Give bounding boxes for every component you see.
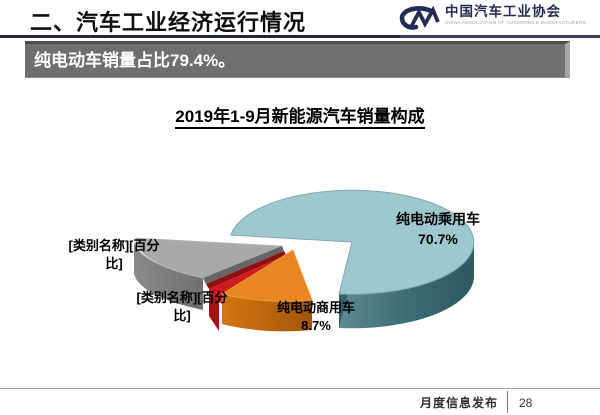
chart-title-wrap: 2019年1-9月新能源汽车销量构成 — [0, 102, 600, 129]
label-placeholder-bottom-line1: [类别名称][百分 — [136, 290, 228, 305]
label-passenger-name: 纯电动乘用车 — [396, 211, 480, 227]
caam-logo-text: 中国汽车工业协会 CHINA ASSOCIATION OF AUTOMOBILE… — [445, 4, 586, 26]
footer-label: 月度信息发布 — [420, 396, 499, 410]
key-message-banner: 纯电动车销量占比79.4%。 — [25, 41, 570, 78]
label-commercial-name: 纯电动商用车 — [276, 300, 355, 315]
caam-logo-en: CHINA ASSOCIATION OF AUTOMOBILE MANUFACT… — [445, 20, 586, 26]
page-title: 二、汽车工业经济运行情况 — [30, 10, 307, 35]
pie-slice-passenger — [230, 189, 475, 329]
footer-rule — [0, 388, 600, 389]
label-passenger: 纯电动乘用车 70.7% — [372, 209, 504, 249]
pie-slice-placeholder-large — [134, 237, 284, 310]
caam-logo-cn: 中国汽车工业协会 — [445, 4, 562, 19]
caam-logo: 中国汽车工业协会 CHINA ASSOCIATION OF AUTOMOBILE… — [398, 4, 586, 37]
chart-title: 2019年1-9月新能源汽车销量构成 — [175, 107, 425, 129]
pie-slice-commercial — [220, 249, 313, 332]
caam-logo-icon — [398, 5, 440, 37]
label-placeholder-top-line1: [类别名称][百分 — [68, 238, 160, 253]
label-placeholder-bottom-line2: 比] — [173, 308, 191, 323]
label-placeholder-top-line2: 比] — [105, 256, 123, 271]
label-commercial: 纯电动商用车 8.7% — [254, 299, 378, 335]
pie-chart — [134, 189, 475, 332]
footer-divider — [507, 391, 508, 413]
footer-page-number: 28 — [519, 396, 533, 410]
key-message-text: 纯电动车销量占比79.4%。 — [34, 51, 236, 70]
label-commercial-pct: 8.7% — [301, 318, 331, 333]
title-rule-accent — [0, 35, 400, 38]
label-passenger-pct: 70.7% — [418, 231, 458, 247]
label-placeholder-top: [类别名称][百分 比] — [56, 237, 172, 273]
label-placeholder-bottom: [类别名称][百分 比] — [124, 289, 240, 325]
